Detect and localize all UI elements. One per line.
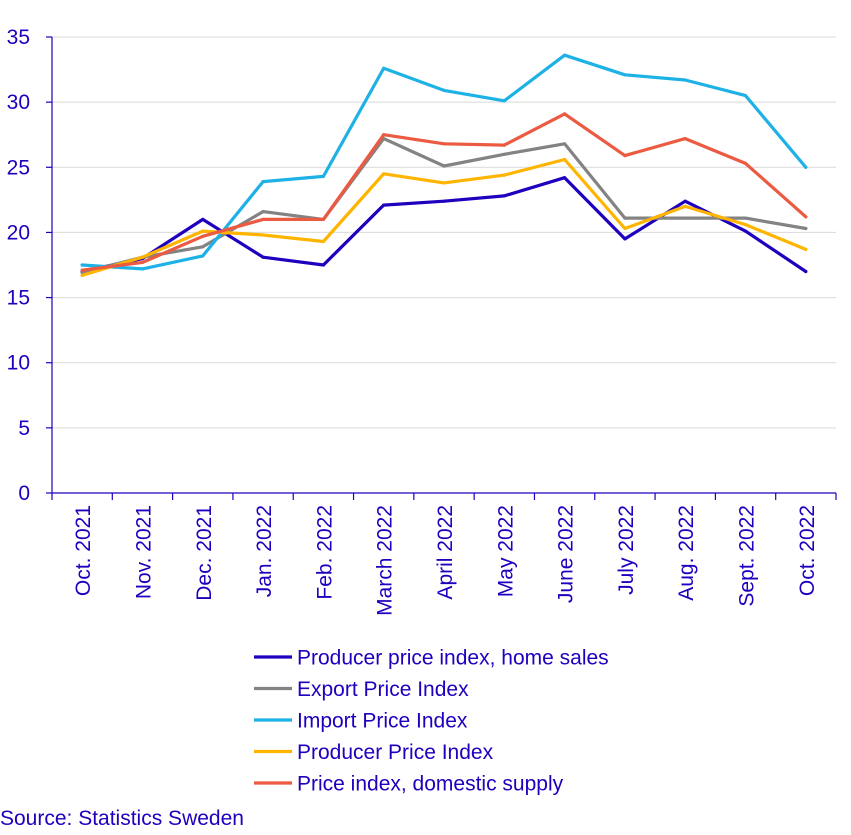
data-point <box>140 267 145 271</box>
legend: Producer price index, home sales Export P… <box>254 647 609 796</box>
data-point <box>623 226 627 231</box>
data-point <box>201 245 205 249</box>
data-point <box>382 203 386 207</box>
data-point <box>442 88 446 92</box>
x-tick-label: Dec. 2021 <box>193 505 216 601</box>
data-point <box>804 269 808 274</box>
y-tick-label: 10 <box>7 352 30 375</box>
legend-label: Price index, domestic supply <box>297 773 564 796</box>
y-tick-label: 25 <box>7 156 30 179</box>
x-tick-label: Aug. 2022 <box>675 505 698 601</box>
data-point <box>563 157 567 162</box>
y-axis-tick-labels: 0 5 10 15 20 25 30 35 <box>7 26 30 505</box>
y-tick-label: 30 <box>7 91 30 114</box>
data-point <box>683 78 687 82</box>
data-point <box>683 204 687 208</box>
data-point <box>201 254 205 258</box>
data-point <box>623 216 627 220</box>
data-point <box>804 226 808 231</box>
legend-label: Producer price index, home sales <box>297 647 609 670</box>
source-note: Source: Statistics Sweden <box>0 807 244 830</box>
axes <box>46 36 837 500</box>
data-point <box>623 154 627 158</box>
x-tick-label: May 2022 <box>494 505 517 597</box>
data-point <box>261 217 265 221</box>
x-tick-label: Oct. 2021 <box>72 505 95 596</box>
data-point <box>261 180 265 184</box>
x-tick-label: April 2022 <box>434 505 457 600</box>
line-chart: 0 5 10 15 20 25 30 35 Oct. 2021 Nov. 2021 Dec. 20… <box>7 26 837 796</box>
data-point <box>804 247 808 251</box>
data-point <box>261 233 265 237</box>
data-point <box>502 194 506 198</box>
data-point <box>683 137 687 141</box>
data-point <box>623 237 627 241</box>
data-point <box>321 263 325 267</box>
y-tick-label: 35 <box>7 26 30 49</box>
data-point <box>140 255 145 259</box>
data-point <box>743 223 748 227</box>
legend-label: Producer Price Index <box>297 741 494 764</box>
data-point <box>80 268 84 272</box>
data-point <box>321 217 325 221</box>
data-point <box>502 152 506 156</box>
data-point <box>442 164 446 168</box>
legend-label: Export Price Index <box>297 678 469 701</box>
legend-label: Import Price Index <box>297 710 468 733</box>
data-point <box>563 53 567 57</box>
x-tick-label: March 2022 <box>374 505 397 616</box>
x-tick-label: Nov. 2021 <box>132 505 155 599</box>
data-point <box>804 215 808 219</box>
x-tick-label: Oct. 2022 <box>796 505 819 596</box>
x-tick-label: Jan. 2022 <box>253 505 276 597</box>
data-point <box>201 229 205 233</box>
data-point <box>502 143 506 147</box>
data-point <box>80 273 84 277</box>
data-point <box>442 142 446 146</box>
data-point <box>743 94 748 98</box>
y-tick-label: 0 <box>18 482 30 505</box>
data-point <box>201 234 205 238</box>
data-point <box>563 176 567 180</box>
data-point <box>140 260 145 264</box>
series-line-5 <box>80 112 808 272</box>
data-point <box>563 112 567 116</box>
data-point <box>743 161 748 165</box>
data-point <box>683 216 687 220</box>
data-point <box>261 210 265 214</box>
data-point <box>743 229 748 233</box>
series-lines <box>80 53 808 277</box>
data-point <box>382 133 386 137</box>
data-point <box>382 66 386 70</box>
data-point <box>804 165 808 169</box>
data-point <box>442 181 446 185</box>
data-point <box>563 142 567 146</box>
data-point <box>743 216 748 220</box>
data-point <box>502 173 506 177</box>
data-point <box>502 99 506 103</box>
y-tick-label: 20 <box>7 221 30 244</box>
data-point <box>442 199 446 203</box>
x-tick-label: Feb. 2022 <box>313 505 336 600</box>
data-point <box>261 255 265 259</box>
x-tick-label: Sept. 2022 <box>736 505 759 607</box>
data-point <box>382 172 386 176</box>
data-point <box>321 239 325 244</box>
data-point <box>683 199 687 203</box>
grid-lines <box>52 36 836 429</box>
x-tick-label: June 2022 <box>555 505 578 603</box>
data-point <box>201 217 205 221</box>
y-tick-label: 15 <box>7 287 30 310</box>
data-point <box>321 174 325 178</box>
data-point <box>80 263 84 267</box>
data-point <box>623 73 627 77</box>
x-axis-tick-labels: Oct. 2021 Nov. 2021 Dec. 2021 Jan. 2022 Feb.… <box>72 505 819 616</box>
y-tick-label: 5 <box>18 417 30 440</box>
x-tick-label: July 2022 <box>615 505 638 595</box>
